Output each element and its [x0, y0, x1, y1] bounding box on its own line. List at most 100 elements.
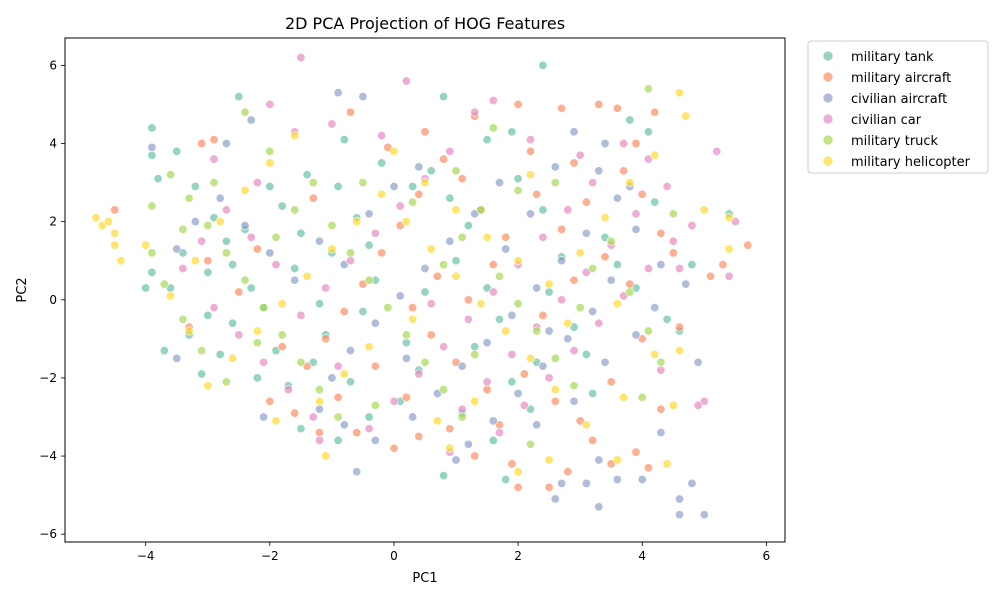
- point-military-truck: [147, 201, 157, 211]
- point-military-tank: [277, 201, 287, 211]
- point-civilian-aircraft: [389, 181, 399, 192]
- point-military-helicopter: [91, 213, 101, 223]
- point-military-helicopter: [228, 353, 238, 363]
- point-military-truck: [606, 236, 616, 246]
- point-civilian-aircraft: [612, 474, 622, 485]
- y-tick-label: −6: [39, 527, 57, 541]
- point-military-helicopter: [321, 451, 331, 461]
- point-military-truck: [308, 178, 318, 188]
- point-civilian-aircraft: [395, 291, 405, 301]
- point-military-tank: [420, 287, 430, 297]
- point-military-helicopter: [103, 217, 113, 227]
- point-military-helicopter: [377, 189, 387, 199]
- point-military-helicopter: [184, 326, 194, 336]
- point-civilian-car: [519, 400, 529, 410]
- point-military-helicopter: [724, 244, 734, 254]
- point-military-truck: [159, 279, 169, 289]
- point-civilian-car: [693, 400, 703, 410]
- point-military-aircraft: [414, 431, 424, 442]
- point-civilian-aircraft: [190, 217, 200, 227]
- point-military-aircraft: [705, 271, 716, 281]
- point-civilian-aircraft: [693, 357, 703, 367]
- point-civilian-car: [643, 263, 653, 274]
- point-military-helicopter: [352, 217, 362, 227]
- point-military-aircraft: [743, 240, 753, 250]
- point-civilian-aircraft: [501, 244, 511, 254]
- point-military-truck: [569, 381, 579, 391]
- point-civilian-aircraft: [327, 373, 337, 383]
- point-military-aircraft: [488, 260, 498, 270]
- point-military-aircraft: [563, 467, 573, 477]
- point-military-aircraft: [377, 248, 387, 258]
- y-tick-label: 2: [49, 215, 57, 229]
- point-civilian-aircraft: [656, 428, 666, 438]
- point-military-aircraft: [345, 107, 356, 117]
- point-military-helicopter: [674, 346, 685, 356]
- point-military-aircraft: [482, 385, 492, 395]
- point-military-helicopter: [525, 170, 536, 180]
- point-military-aircraft: [581, 197, 591, 207]
- point-military-tank: [302, 170, 312, 180]
- point-military-aircraft: [389, 443, 399, 453]
- point-military-helicopter: [302, 271, 312, 281]
- point-military-truck: [165, 170, 176, 180]
- x-tick-label: 6: [763, 549, 771, 563]
- point-military-aircraft: [408, 303, 418, 313]
- point-military-tank: [494, 314, 505, 324]
- point-civilian-aircraft: [550, 162, 560, 172]
- point-military-truck: [513, 185, 523, 195]
- point-military-tank: [190, 181, 200, 192]
- point-civilian-car: [569, 346, 579, 356]
- point-military-tank: [643, 127, 653, 137]
- point-military-truck: [643, 84, 653, 94]
- point-civilian-aircraft: [451, 455, 461, 465]
- point-military-tank: [501, 474, 511, 485]
- point-civilian-aircraft: [581, 478, 591, 488]
- point-military-tank: [203, 310, 213, 320]
- point-military-truck: [178, 224, 188, 234]
- point-military-aircraft: [370, 361, 380, 371]
- point-civilian-car: [674, 263, 685, 274]
- point-military-tank: [364, 412, 374, 422]
- point-military-tank: [687, 260, 697, 270]
- point-civilian-car: [594, 318, 604, 328]
- point-civilian-car: [470, 107, 480, 117]
- point-military-aircraft: [557, 224, 567, 234]
- point-military-tank: [612, 260, 622, 270]
- point-military-aircraft: [557, 103, 567, 113]
- point-military-tank: [221, 236, 231, 246]
- point-military-aircraft: [600, 252, 610, 262]
- point-civilian-car: [395, 201, 405, 211]
- point-civilian-car: [439, 342, 449, 352]
- point-civilian-aircraft: [401, 353, 411, 363]
- point-civilian-car: [426, 299, 436, 309]
- point-military-aircraft: [333, 392, 343, 402]
- point-civilian-car: [488, 287, 498, 297]
- point-military-truck: [625, 287, 635, 297]
- point-military-tank: [507, 377, 517, 387]
- point-military-tank: [215, 349, 225, 360]
- point-military-truck: [345, 248, 356, 258]
- point-military-helicopter: [265, 158, 275, 168]
- point-military-helicopter: [408, 314, 418, 324]
- point-civilian-car: [265, 99, 275, 109]
- point-civilian-aircraft: [581, 228, 591, 238]
- legend-label: military tank: [851, 50, 934, 65]
- point-civilian-aircraft: [699, 510, 709, 520]
- point-civilian-aircraft: [147, 142, 157, 152]
- point-civilian-aircraft: [557, 478, 567, 488]
- point-military-tank: [296, 424, 306, 434]
- point-military-aircraft: [550, 396, 560, 406]
- point-military-helicopter: [575, 248, 585, 258]
- y-tick-label: 4: [49, 136, 57, 150]
- point-civilian-aircraft: [525, 209, 536, 219]
- point-military-truck: [221, 248, 231, 258]
- point-military-truck: [364, 275, 374, 285]
- point-military-helicopter: [110, 240, 120, 250]
- point-civilian-aircraft: [370, 318, 380, 328]
- point-military-tank: [470, 342, 480, 352]
- point-civilian-car: [457, 404, 467, 414]
- point-military-truck: [668, 209, 678, 219]
- point-military-helicopter: [165, 291, 176, 301]
- point-military-helicopter: [364, 342, 374, 352]
